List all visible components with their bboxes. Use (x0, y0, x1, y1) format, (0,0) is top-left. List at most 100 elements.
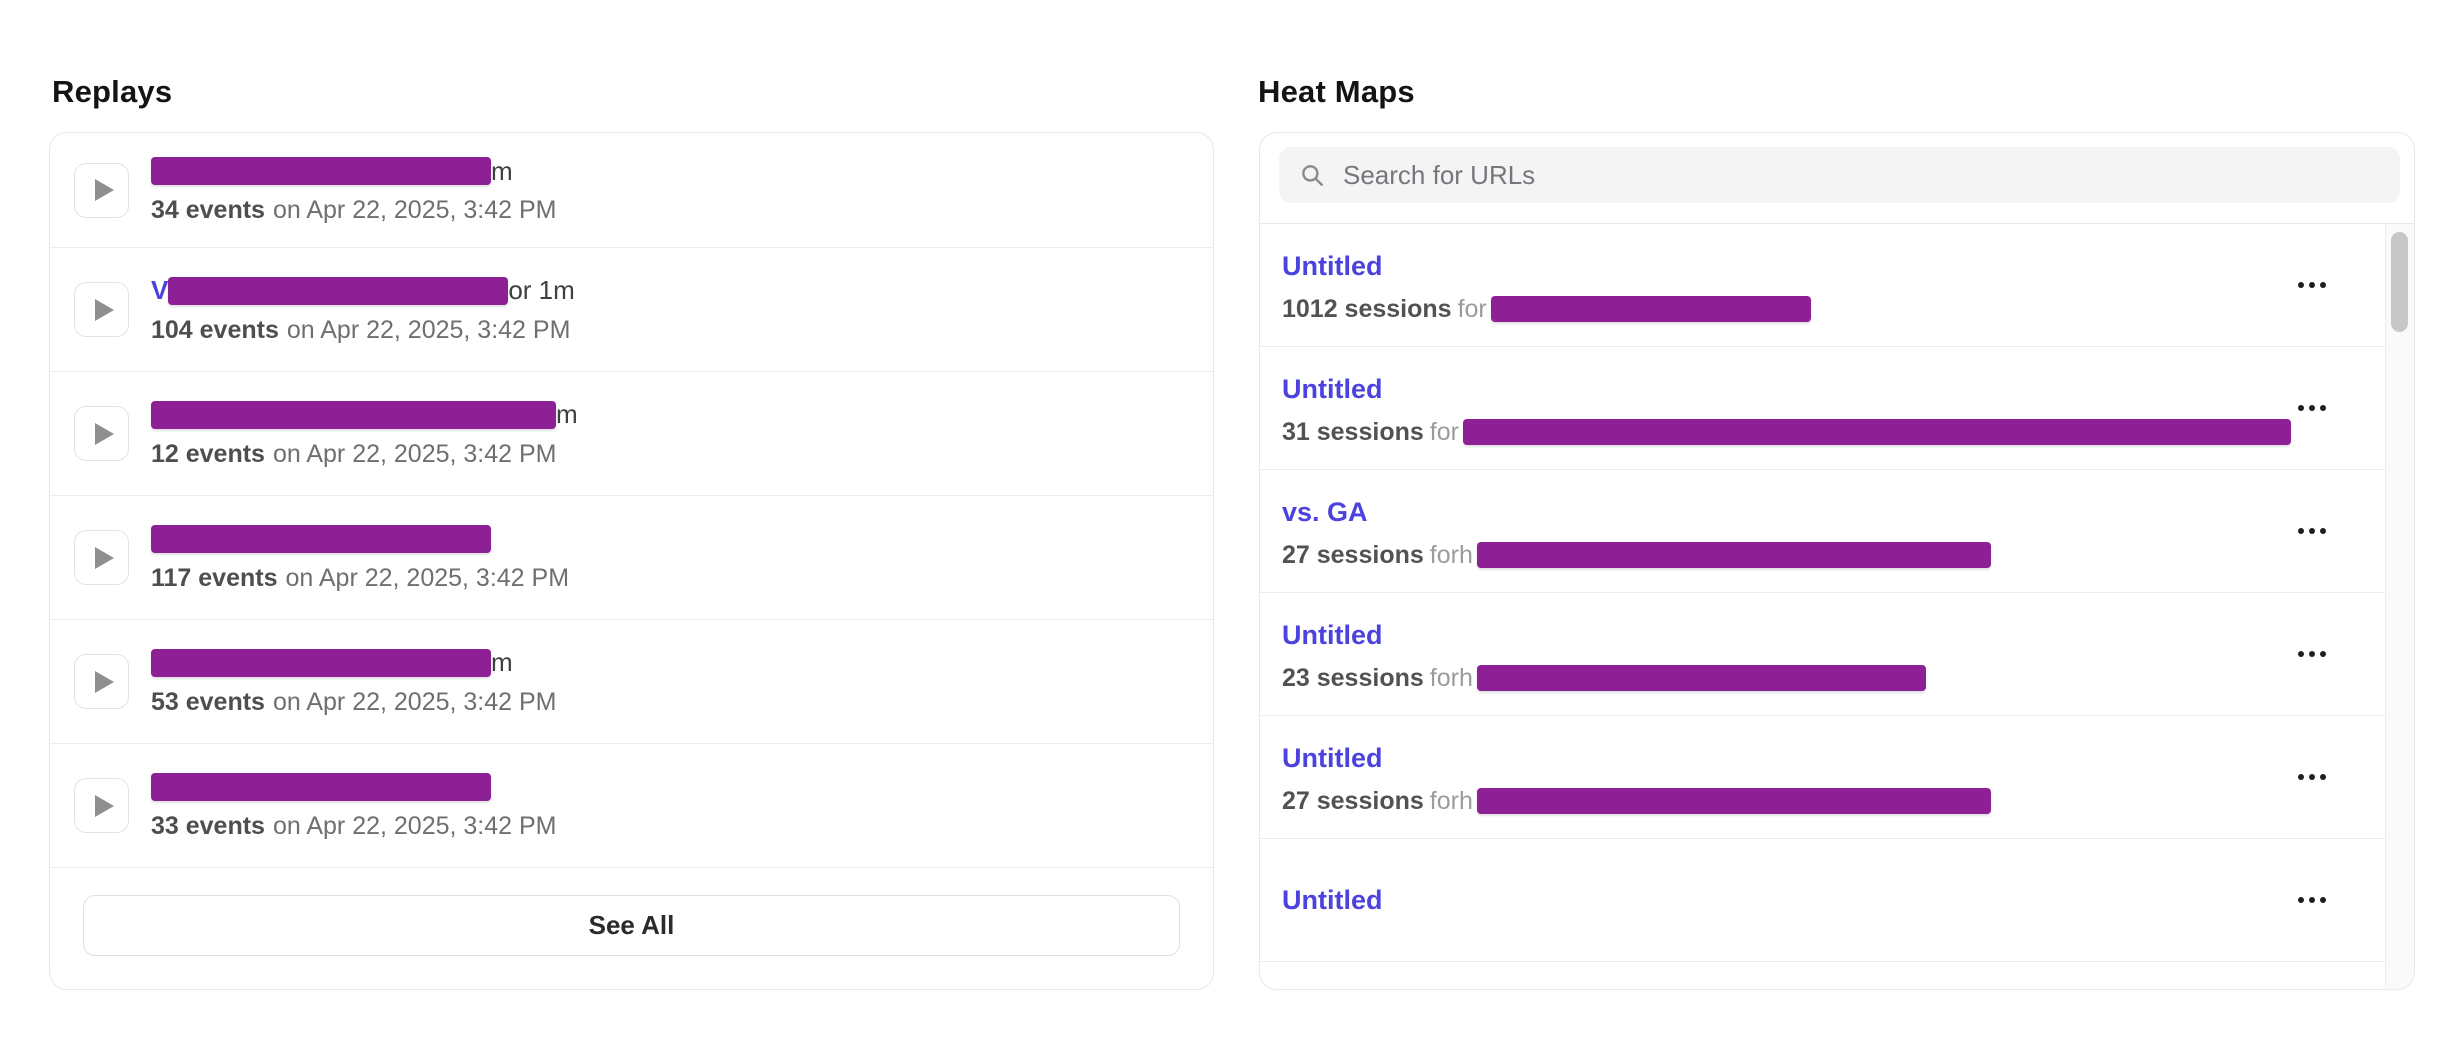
events-count: 104 events (151, 315, 279, 344)
events-timestamp: on Apr 22, 2025, 3:42 PM (272, 439, 557, 468)
sessions-count: 23 sessions (1282, 664, 1424, 692)
heatmap-list-item[interactable]: Untitled 27 sessions forh (1260, 716, 2385, 839)
replays-footer: See All (50, 868, 1213, 989)
scrollbar-thumb[interactable] (2391, 232, 2408, 332)
sessions-count: 1012 sessions (1282, 295, 1452, 323)
play-icon (94, 422, 114, 445)
replay-list-item[interactable]: 117 events on Apr 22, 2025, 3:42 PM (50, 496, 1213, 620)
redacted-url (1476, 542, 1991, 569)
for-label: for (1429, 418, 1459, 446)
row-menu-button[interactable] (2292, 522, 2332, 540)
heatmap-title-link[interactable]: Untitled (1282, 374, 1383, 404)
row-menu-button[interactable] (2292, 891, 2332, 909)
heatmap-sessions-line: 27 sessions forh (1282, 540, 1991, 570)
sessions-count: 27 sessions (1282, 787, 1424, 815)
play-button[interactable] (74, 778, 129, 833)
replay-list-item[interactable]: m 12 events on Apr 22, 2025, 3:42 PM (50, 372, 1213, 496)
for-label: for (1429, 541, 1459, 569)
redacted-url (1476, 788, 1991, 815)
replay-events-line: 12 events on Apr 22, 2025, 3:42 PM (151, 440, 578, 468)
heatmap-sessions-line: 1012 sessions for (1282, 294, 1811, 324)
visit-duration-text: m (491, 155, 513, 186)
sessions-count: 31 sessions (1282, 418, 1424, 446)
ellipsis-icon (2298, 282, 2304, 288)
heatmaps-rows: Untitled 1012 sessions for Untitled 31 se… (1260, 224, 2385, 989)
replay-visitor-line: m (151, 647, 557, 678)
redacted-url (1490, 296, 1811, 323)
events-timestamp: on Apr 22, 2025, 3:42 PM (286, 315, 571, 344)
see-all-button[interactable]: See All (83, 895, 1180, 956)
heatmaps-section-title: Heat Maps (1258, 73, 1415, 109)
heatmap-list-item[interactable]: Untitled (1260, 962, 2385, 989)
for-label: for (1457, 295, 1487, 323)
events-count: 34 events (151, 196, 265, 225)
heatmap-sessions-line: 27 sessions forh (1282, 786, 1991, 816)
search-input[interactable] (1341, 158, 2380, 192)
events-count: 53 events (151, 687, 265, 716)
replay-text: m 53 events on Apr 22, 2025, 3:42 PM (151, 647, 557, 716)
heatmap-title-link[interactable]: vs. GA (1282, 497, 1368, 527)
replay-text: 117 events on Apr 22, 2025, 3:42 PM (151, 523, 569, 592)
heatmap-title-link[interactable]: Untitled (1282, 743, 1383, 773)
heatmap-list-item[interactable]: Untitled 31 sessions for (1260, 347, 2385, 470)
heatmap-title-link[interactable]: Untitled (1282, 885, 1383, 915)
replay-text: m 12 events on Apr 22, 2025, 3:42 PM (151, 399, 578, 468)
sessions-count: 27 sessions (1282, 541, 1424, 569)
visit-duration-text: m (556, 399, 578, 430)
ellipsis-icon (2298, 774, 2304, 780)
row-menu-button[interactable] (2292, 399, 2332, 417)
events-count: 12 events (151, 439, 265, 468)
redacted-visitor-name (168, 276, 509, 305)
events-timestamp: on Apr 22, 2025, 3:42 PM (285, 563, 570, 592)
ellipsis-icon (2298, 405, 2304, 411)
replay-list-item[interactable]: 33 events on Apr 22, 2025, 3:42 PM (50, 744, 1213, 868)
heatmap-sessions-line: 23 sessions forh (1282, 663, 1926, 693)
heatmaps-list: Untitled 1012 sessions for Untitled 31 se… (1260, 223, 2414, 989)
replay-events-line: 34 events on Apr 22, 2025, 3:42 PM (151, 196, 557, 224)
for-label: for (1429, 664, 1459, 692)
redacted-visitor-name (151, 772, 491, 801)
replay-list-item[interactable]: m 34 events on Apr 22, 2025, 3:42 PM (50, 133, 1213, 248)
replay-events-line: 117 events on Apr 22, 2025, 3:42 PM (151, 564, 569, 592)
play-button[interactable] (74, 654, 129, 709)
heatmap-title-link[interactable]: Untitled (1282, 620, 1383, 650)
row-menu-button[interactable] (2292, 645, 2332, 663)
replay-text: m 34 events on Apr 22, 2025, 3:42 PM (151, 156, 557, 224)
url-prefix: h (1458, 541, 1473, 569)
play-icon (94, 670, 114, 693)
play-button[interactable] (74, 162, 129, 218)
play-button[interactable] (74, 530, 129, 585)
play-icon (94, 179, 114, 201)
redacted-visitor-name (151, 157, 491, 186)
row-menu-button[interactable] (2292, 276, 2332, 294)
play-button[interactable] (74, 282, 129, 337)
play-icon (94, 298, 114, 321)
replays-section-title: Replays (52, 73, 173, 109)
replay-visitor-line (151, 771, 557, 802)
heatmap-list-item[interactable]: Untitled 1012 sessions for (1260, 224, 2385, 347)
heatmap-list-item[interactable]: vs. GA 27 sessions forh (1260, 470, 2385, 593)
ellipsis-icon (2298, 897, 2304, 903)
row-menu-button[interactable] (2292, 768, 2332, 786)
heatmap-title-link[interactable]: Untitled (1282, 251, 1383, 281)
replay-visitor-line (151, 523, 569, 554)
visit-duration-text: m (491, 647, 513, 678)
replay-list-item[interactable]: m 53 events on Apr 22, 2025, 3:42 PM (50, 620, 1213, 744)
heatmap-list-item[interactable]: Untitled (1260, 839, 2385, 962)
scrollbar-track[interactable] (2385, 224, 2414, 989)
url-prefix: h (1458, 664, 1473, 692)
replay-events-line: 53 events on Apr 22, 2025, 3:42 PM (151, 688, 557, 716)
replay-text: 33 events on Apr 22, 2025, 3:42 PM (151, 771, 557, 840)
replay-events-line: 33 events on Apr 22, 2025, 3:42 PM (151, 812, 557, 840)
play-button[interactable] (74, 406, 129, 461)
heatmap-list-item[interactable]: Untitled 23 sessions forh (1260, 593, 2385, 716)
visitor-name-link[interactable]: V (151, 275, 169, 306)
replay-events-line: 104 events on Apr 22, 2025, 3:42 PM (151, 316, 575, 344)
search-icon (1302, 165, 1323, 186)
events-timestamp: on Apr 22, 2025, 3:42 PM (272, 687, 557, 716)
